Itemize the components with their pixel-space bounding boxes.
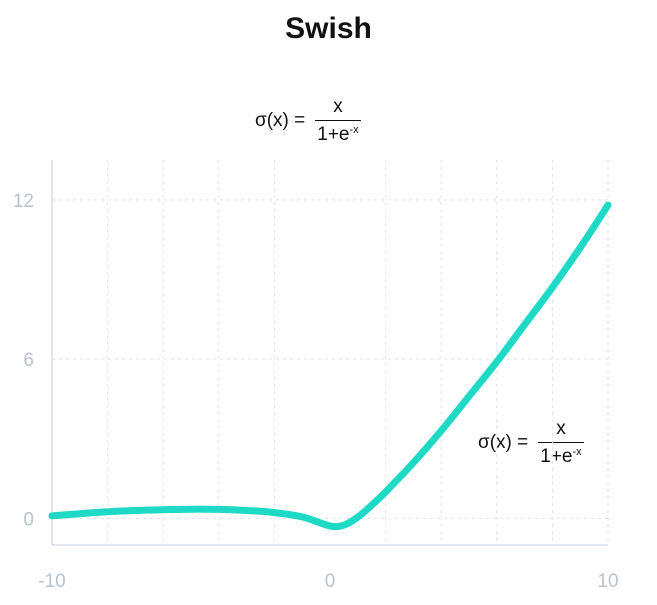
swish-curve-line (48, 201, 612, 531)
formula-numerator: x (333, 96, 343, 117)
x-tick-label: 10 (597, 571, 618, 592)
x-tick-label: -10 (38, 571, 65, 592)
formula-annotation-top: σ(x) = x 1+e-x (255, 96, 361, 146)
formula-exponent: -x (349, 124, 359, 136)
y-tick-label: 0 (23, 509, 34, 530)
tick-labels: -10 0 10 0 6 12 (13, 191, 619, 592)
formula-lhs: σ(x) = (478, 432, 529, 453)
y-tick-label: 12 (13, 191, 34, 212)
y-tick-label: 6 (23, 350, 34, 371)
series-layer (48, 201, 612, 531)
formula-denominator: 1+e-x (538, 442, 584, 468)
formula-denominator-base: 1+e (540, 446, 573, 467)
formula-denominator: 1+e-x (315, 120, 361, 146)
grid (52, 160, 609, 545)
formula-numerator: x (556, 418, 566, 439)
formula-fraction: x 1+e-x (315, 96, 361, 146)
chart-title: Swish (285, 12, 372, 45)
formula-denominator-base: 1+e (317, 124, 350, 145)
formula-annotation-curve: σ(x) = x 1+e-x (478, 418, 584, 468)
formula-fraction: x 1+e-x (538, 418, 584, 468)
formula-lhs: σ(x) = (255, 110, 306, 131)
x-tick-label: 0 (325, 571, 336, 592)
axes (51, 160, 608, 546)
formula-exponent: -x (572, 446, 582, 458)
